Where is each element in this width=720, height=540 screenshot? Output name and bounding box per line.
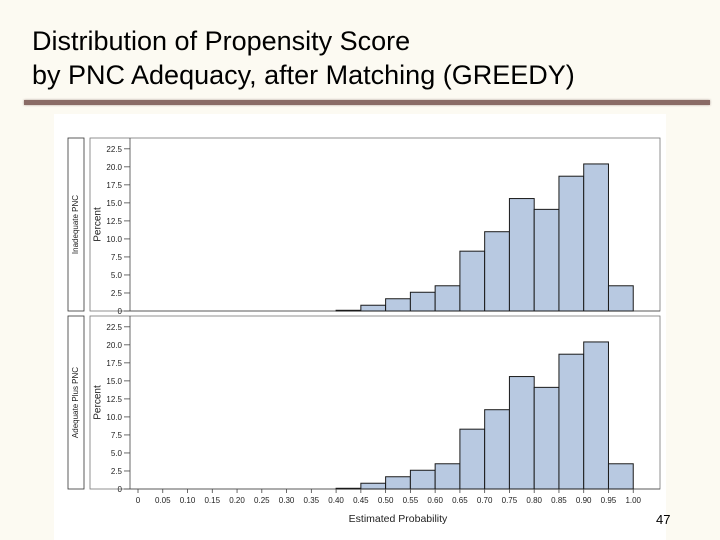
- panel-1-y-tick-label-2: 5.0: [111, 271, 123, 280]
- x-tick-label-16: 0.80: [526, 496, 542, 505]
- slide-title-line-2: by PNC Adequacy, after Matching (GREEDY): [32, 60, 575, 90]
- x-tick-label-3: 0.15: [204, 496, 220, 505]
- panel-1-y-tick-label-6: 15.0: [106, 199, 122, 208]
- panel-2-y-tick-label-1: 2.5: [111, 467, 123, 476]
- panel-2-y-tick-label-9: 22.5: [106, 323, 122, 332]
- x-tick-label-11: 0.55: [403, 496, 419, 505]
- panel-1-bar-6: [484, 231, 510, 312]
- panel-2-row-label: Adequate Plus PNC: [71, 367, 80, 438]
- x-tick-label-1: 0.05: [155, 496, 171, 505]
- panel-2-y-axis-label: Percent: [93, 385, 104, 420]
- x-tick-label-13: 0.65: [452, 496, 468, 505]
- panel-2-bar-1: [360, 482, 387, 490]
- panel-2-bar-8: [533, 386, 560, 490]
- slide-title-line-1: Distribution of Propensity Score: [32, 26, 411, 56]
- panel-2-row-strip: [67, 315, 85, 490]
- panel-1-bar-7: [508, 198, 535, 312]
- panel-2-bar-2: [385, 476, 411, 490]
- x-axis-label: Estimated Probability: [349, 513, 448, 525]
- panel-1-y-tick-label-0: 0: [118, 307, 123, 316]
- x-tick-label-5: 0.25: [254, 496, 270, 505]
- panel-2-y-tick-label-3: 7.5: [111, 431, 123, 440]
- panel-2-y-tick-label-2: 5.0: [111, 449, 123, 458]
- x-tick-label-15: 0.75: [502, 496, 518, 505]
- x-tick-label-4: 0.20: [229, 496, 245, 505]
- slide-title: Distribution of Propensity Score by PNC …: [32, 24, 702, 92]
- panel-1-row-strip: [67, 137, 85, 312]
- panel-1-bar-5: [459, 250, 486, 312]
- x-tick-label-2: 0.10: [180, 496, 196, 505]
- panel-2-bar-7: [508, 376, 535, 490]
- panel-2-bar-3: [409, 469, 436, 490]
- panel-2-bar-0: [335, 487, 362, 490]
- panel-1-y-tick-label-4: 10.0: [106, 235, 122, 244]
- panel-1-bar-10: [583, 163, 609, 312]
- x-tick-label-20: 1.00: [625, 496, 641, 505]
- panel-1-bar-4: [434, 285, 461, 312]
- x-tick-label-12: 0.60: [427, 496, 443, 505]
- panel-1-y-axis-label: Percent: [93, 207, 104, 242]
- panel-2-bar-6: [484, 409, 510, 490]
- panel-2-y-tick-label-0: 0: [118, 485, 123, 494]
- x-tick-label-7: 0.35: [304, 496, 320, 505]
- panel-1-bar-1: [360, 304, 387, 312]
- panel-2-y-tick-label-6: 15.0: [106, 377, 122, 386]
- panel-1-bar-11: [607, 285, 634, 312]
- title-divider: [24, 100, 710, 105]
- x-tick-label-0: 0: [136, 496, 141, 505]
- panel-2-bar-11: [607, 463, 634, 490]
- panel-1-bar-0: [335, 309, 362, 312]
- panel-2-bar-9: [558, 353, 585, 490]
- panel-1-y-tick-label-3: 7.5: [111, 253, 123, 262]
- x-tick-label-8: 0.40: [328, 496, 344, 505]
- panel-1-bar-9: [558, 175, 585, 312]
- x-tick-label-14: 0.70: [477, 496, 493, 505]
- panel-2-y-tick-label-8: 20.0: [106, 341, 122, 350]
- panel-2-bar-5: [459, 428, 486, 490]
- panel-1-y-tick-label-9: 22.5: [106, 145, 122, 154]
- panel-1-bar-2: [385, 298, 411, 312]
- panel-1-y-tick-label-5: 12.5: [106, 217, 122, 226]
- histogram-chart: Inadequate PNC Percent 0 2.5 5.0 7.5 10.0 12.5 1…: [67, 137, 661, 525]
- panel-2-y-tick-label-7: 17.5: [106, 359, 122, 368]
- x-tick-label-19: 0.95: [601, 496, 617, 505]
- panel-2-bar-4: [434, 463, 461, 490]
- panel-2-bar-10: [583, 341, 609, 490]
- x-tick-label-17: 0.85: [551, 496, 567, 505]
- x-tick-label-10: 0.50: [378, 496, 394, 505]
- x-tick-label-6: 0.30: [279, 496, 295, 505]
- panel-1-y-tick-label-7: 17.5: [106, 181, 122, 190]
- panel-1-row-label: Inadequate PNC: [71, 195, 80, 254]
- panel-1-y-tick-label-8: 20.0: [106, 163, 122, 172]
- panel-1-bar-3: [409, 291, 436, 312]
- x-tick-label-9: 0.45: [353, 496, 369, 505]
- panel-1-y-tick-label-1: 2.5: [111, 289, 123, 298]
- panel-2-y-tick-label-4: 10.0: [106, 413, 122, 422]
- panel-2-y-tick-label-5: 12.5: [106, 395, 122, 404]
- page-number: 47: [656, 512, 671, 527]
- panel-1-bar-8: [533, 208, 560, 312]
- x-tick-label-18: 0.90: [576, 496, 592, 505]
